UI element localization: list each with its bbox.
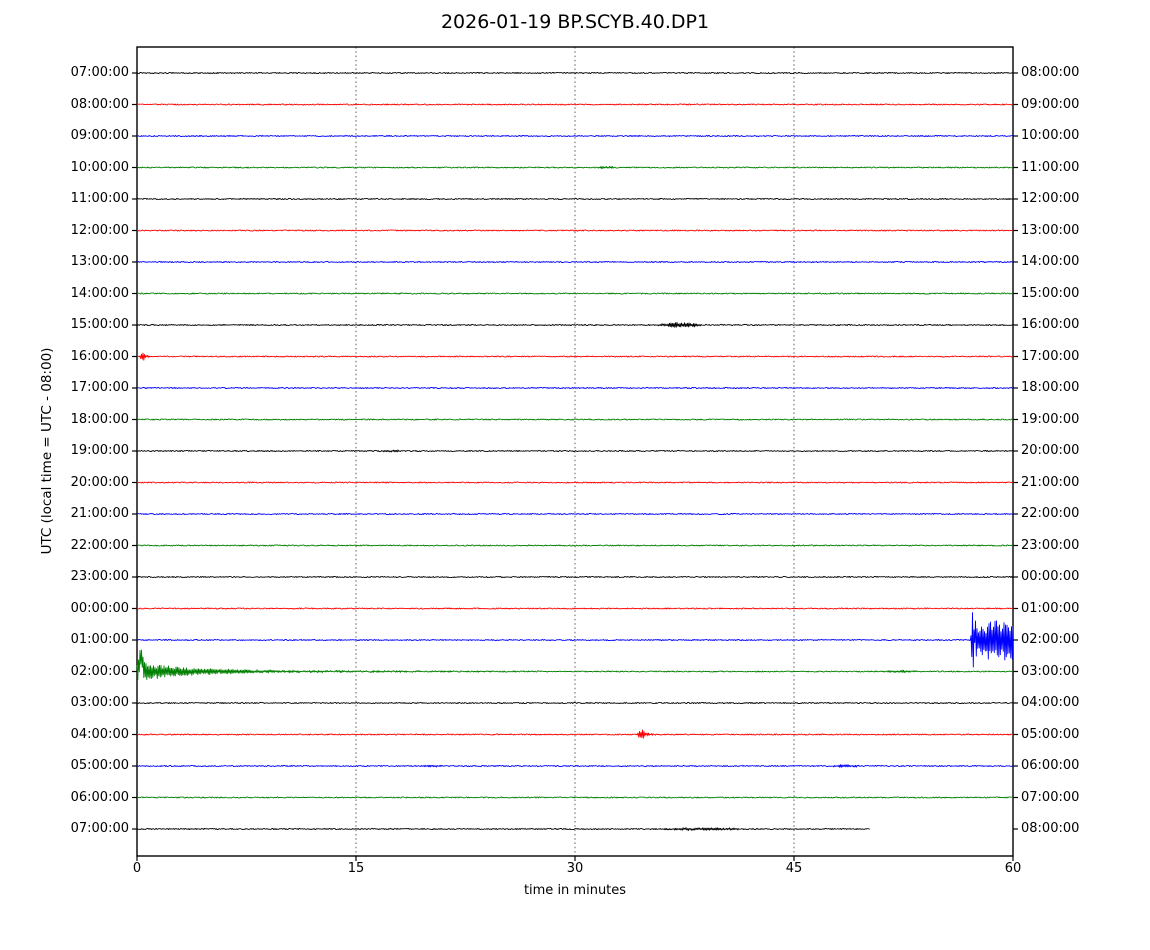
local-time-label: 18:00:00 — [1021, 380, 1080, 395]
seismogram-trace-13:00:00 — [136, 261, 1014, 263]
utc-time-label: 07:00:00 — [70, 65, 129, 80]
seismogram-trace-20:00:00 — [136, 481, 1014, 484]
local-time-label: 04:00:00 — [1021, 695, 1080, 710]
utc-time-label: 21:00:00 — [70, 506, 129, 521]
local-time-label: 00:00:00 — [1021, 569, 1080, 584]
local-time-label: 09:00:00 — [1021, 96, 1080, 112]
seismogram-trace-06:00:00 — [136, 796, 1013, 799]
utc-time-label: 01:00:00 — [70, 632, 129, 647]
seismogram-trace-18:00:00 — [136, 418, 1014, 421]
utc-time-label: 12:00:00 — [70, 222, 129, 238]
utc-time-label: 02:00:00 — [70, 663, 129, 679]
utc-time-label: 05:00:00 — [70, 758, 129, 773]
seismogram-trace-23:00:00 — [136, 576, 1014, 578]
seismogram-trace-11:00:00 — [136, 198, 1014, 200]
seismogram-trace-22:00:00 — [136, 544, 1014, 547]
utc-time-label: 07:00:00 — [70, 821, 129, 836]
local-time-label: 10:00:00 — [1021, 128, 1080, 143]
local-time-label: 14:00:00 — [1021, 254, 1080, 269]
seismogram-trace-03:00:00 — [136, 702, 1014, 704]
utc-time-label: 03:00:00 — [70, 695, 129, 710]
utc-time-label: 13:00:00 — [70, 254, 129, 269]
local-time-label: 15:00:00 — [1021, 285, 1080, 301]
seismogram-trace-08:00:00 — [136, 103, 1014, 106]
seismogram-trace-10:00:00 — [136, 165, 1014, 170]
local-time-label: 23:00:00 — [1021, 537, 1080, 553]
utc-time-label: 11:00:00 — [70, 191, 129, 206]
x-tick-label: 15 — [347, 861, 365, 876]
local-time-label: 03:00:00 — [1021, 663, 1080, 679]
utc-time-label: 16:00:00 — [70, 348, 129, 364]
seismogram-trace-21:00:00 — [136, 513, 1014, 515]
local-time-label: 05:00:00 — [1021, 726, 1080, 742]
local-time-label: 19:00:00 — [1021, 411, 1080, 427]
seismogram-trace-16:00:00 — [137, 352, 1014, 361]
seismogram-trace-04:00:00 — [136, 729, 1014, 739]
utc-time-label: 08:00:00 — [70, 96, 129, 112]
local-time-label: 08:00:00 — [1021, 821, 1080, 836]
utc-time-label: 09:00:00 — [70, 128, 129, 143]
utc-time-label: 10:00:00 — [70, 159, 129, 175]
seismogram-trace-14:00:00 — [136, 292, 1014, 295]
utc-time-label: 04:00:00 — [70, 726, 129, 742]
utc-time-label: 19:00:00 — [70, 443, 129, 458]
local-time-label: 13:00:00 — [1021, 222, 1080, 238]
utc-time-label: 22:00:00 — [70, 537, 129, 553]
seismogram-trace-01:00:00 — [136, 612, 1014, 668]
local-time-label: 06:00:00 — [1021, 758, 1080, 773]
seismogram-trace-12:00:00 — [137, 229, 1014, 232]
local-time-label: 02:00:00 — [1021, 632, 1080, 647]
utc-time-label: 15:00:00 — [70, 317, 129, 332]
local-time-label: 01:00:00 — [1021, 600, 1080, 616]
utc-time-label: 06:00:00 — [70, 789, 129, 805]
seismogram-trace-00:00:00 — [136, 607, 1014, 610]
utc-time-label: 18:00:00 — [70, 411, 129, 427]
seismogram-trace-09:00:00 — [136, 135, 1014, 137]
utc-time-label: 23:00:00 — [70, 569, 129, 584]
local-time-label: 21:00:00 — [1021, 474, 1080, 490]
local-time-label: 08:00:00 — [1021, 65, 1080, 80]
seismogram-trace-17:00:00 — [136, 387, 1014, 389]
x-tick-label: 0 — [132, 861, 142, 876]
seismogram-trace-05:00:00 — [136, 764, 1014, 768]
local-time-label: 22:00:00 — [1021, 506, 1080, 521]
local-time-label: 07:00:00 — [1021, 789, 1080, 805]
seismogram-trace-07:00:00 — [136, 72, 1014, 74]
seismogram-trace-07:00:00 — [136, 827, 870, 832]
local-time-label: 17:00:00 — [1021, 348, 1080, 364]
x-tick-label: 30 — [566, 861, 584, 876]
local-time-axis: 08:00:00 09:00:00 10:00:00 11:00:00 12:00:00… — [1021, 0, 1141, 950]
x-tick-label: 45 — [785, 861, 803, 876]
local-time-label: 11:00:00 — [1021, 159, 1080, 175]
seismogram-trace-19:00:00 — [136, 449, 1014, 453]
utc-time-label: 17:00:00 — [70, 380, 129, 395]
local-time-label: 20:00:00 — [1021, 443, 1080, 458]
local-time-label: 12:00:00 — [1021, 191, 1080, 206]
x-tick-label: 60 — [1004, 861, 1022, 876]
utc-time-label: 20:00:00 — [70, 474, 129, 490]
local-time-label: 16:00:00 — [1021, 317, 1080, 332]
utc-time-label: 00:00:00 — [70, 600, 129, 616]
seismogram-trace-15:00:00 — [136, 322, 1014, 328]
utc-time-label: 14:00:00 — [70, 285, 129, 301]
seismogram-trace-02:00:00 — [136, 649, 1013, 681]
plot-title: 2026-01-19 BP.SCYB.40.DP1 — [440, 11, 710, 33]
utc-time-axis: 07:00:00 08:00:00 09:00:00 10:00:00 11:00:00… — [0, 0, 129, 950]
x-axis-label: time in minutes — [523, 883, 627, 898]
